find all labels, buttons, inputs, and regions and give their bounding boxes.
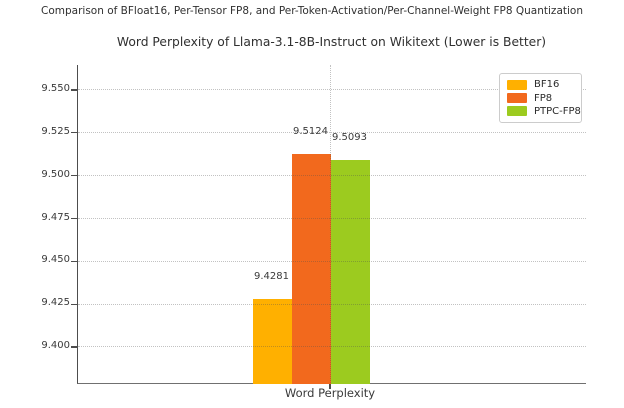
y-tick-mark: [71, 217, 77, 220]
bar-value-label: 9.4281: [254, 270, 289, 282]
legend-item-bf16: BF16: [507, 79, 574, 90]
h-gridline: [78, 89, 586, 91]
legend-swatch-fp8: [507, 93, 527, 103]
y-tick-mark: [71, 303, 77, 305]
legend-item-ptpc-fp8: PTPC-FP8: [507, 106, 581, 117]
y-tick-label: 9.450: [41, 254, 70, 266]
y-tick-label: 9.400: [41, 339, 70, 351]
bar-value-label: 9.5124: [293, 126, 328, 138]
h-gridline: [78, 346, 586, 348]
legend-swatch-ptpc-fp8: [507, 106, 527, 117]
legend-label: PTPC-FP8: [534, 105, 581, 117]
h-gridline: [78, 175, 586, 177]
bar-fp8: [292, 154, 331, 384]
x-tick-label: Word Perplexity: [284, 386, 376, 400]
y-tick-mark: [71, 260, 77, 262]
legend: BF16 FP8 PTPC-FP8: [499, 73, 582, 123]
y-tick-label: 9.550: [41, 83, 70, 94]
y-tick-mark: [71, 132, 77, 134]
bar-ptpc-fp8: [331, 159, 370, 384]
legend-label: BF16: [534, 79, 560, 91]
h-gridline: [78, 132, 586, 134]
h-gridline: [78, 217, 586, 219]
y-tick-mark: [71, 175, 77, 177]
legend-item-fp8: FP8: [507, 93, 574, 104]
legend-swatch-bf16: [507, 79, 527, 90]
x-tick-mark: [329, 384, 331, 389]
legend-label: FP8: [534, 92, 553, 104]
v-gridline: [330, 65, 332, 383]
bar-bf16: [253, 298, 292, 384]
y-tick-label: 9.525: [41, 125, 70, 137]
chart-title: Word Perplexity of Llama-3.1-8B-Instruct…: [116, 35, 547, 49]
y-tick-mark: [71, 346, 77, 348]
h-gridline: [78, 260, 586, 262]
y-tick-mark: [71, 89, 77, 91]
y-tick-label: 9.475: [41, 211, 70, 223]
y-tick-label: 9.425: [41, 297, 70, 309]
h-gridline: [78, 303, 586, 305]
figure-suptitle: Comparison of BFloat16, Per-Tensor FP8, …: [41, 5, 583, 17]
bar-value-label: 9.5093: [332, 131, 367, 143]
y-tick-label: 9.500: [41, 168, 70, 180]
